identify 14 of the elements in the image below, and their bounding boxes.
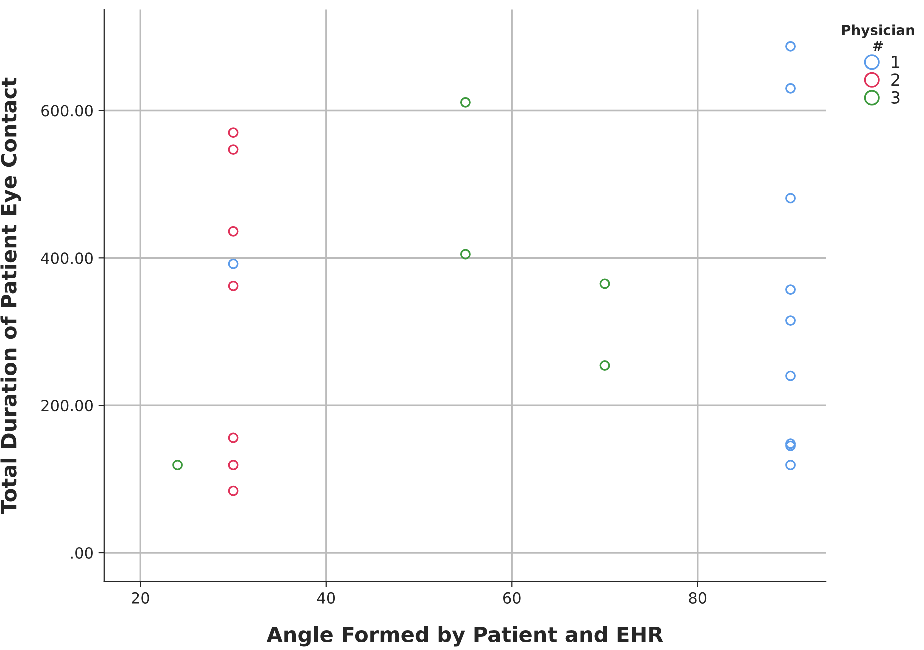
x-tick-label: 60 <box>503 592 521 604</box>
x-tick-label: 40 <box>317 592 336 604</box>
y-axis-title: Total Duration of Patient Eye Contact <box>0 78 22 514</box>
y-tick-label: 200.00 <box>42 400 93 412</box>
y-tick-label: 400.00 <box>41 252 93 264</box>
y-tick-label: 600.00 <box>42 105 93 117</box>
legend-label: 2 <box>892 74 900 86</box>
legend-label: 3 <box>892 91 900 104</box>
x-axis-title: Angle Formed by Patient and EHR <box>266 626 664 647</box>
x-tick-label: 20 <box>132 592 150 604</box>
legend-title: Physician # <box>842 24 914 51</box>
x-tick-label: 80 <box>689 592 707 604</box>
y-tick-label: .00 <box>71 547 93 560</box>
legend-label: 1 <box>892 56 900 68</box>
